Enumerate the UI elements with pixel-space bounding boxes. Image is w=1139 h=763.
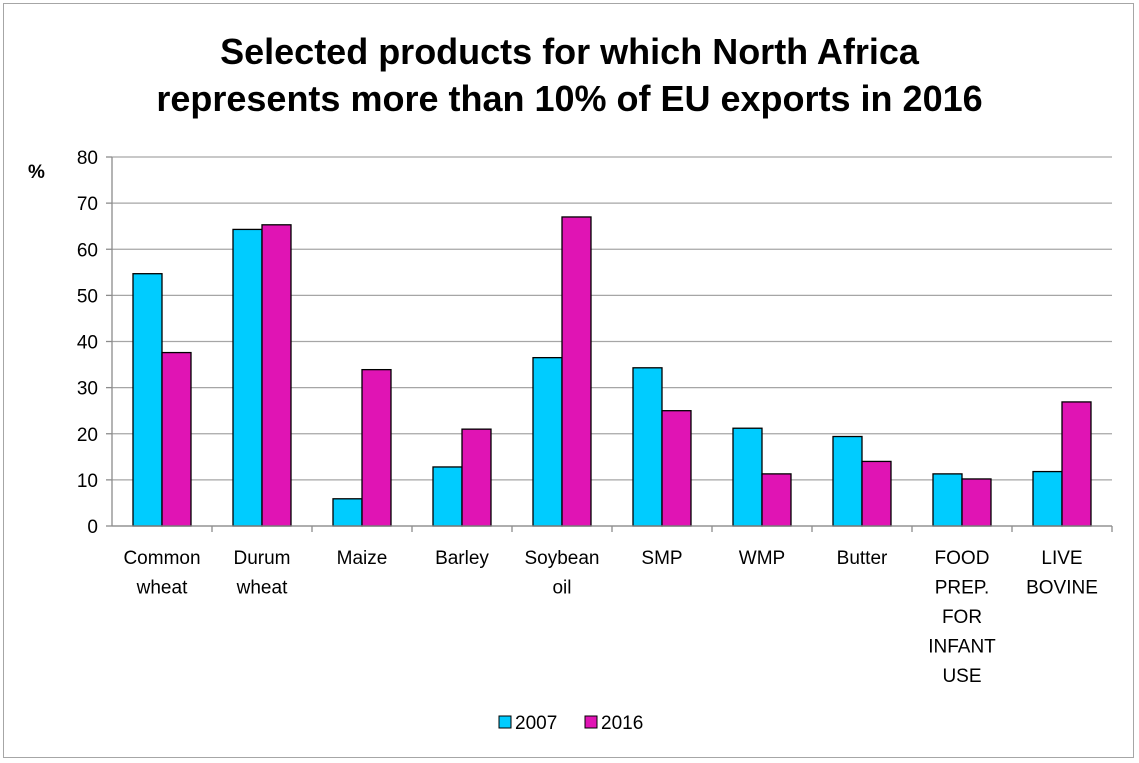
bar-2016 xyxy=(361,368,392,527)
x-tick-label: Common xyxy=(123,548,200,569)
x-tick-label: SMP xyxy=(641,548,682,569)
bar-2016 xyxy=(1061,401,1092,527)
bar-2007 xyxy=(932,473,963,527)
y-tick-label: 10 xyxy=(77,471,98,492)
bar-2016 xyxy=(261,224,292,527)
x-tick-label: INFANT xyxy=(928,637,996,658)
x-tick-label: wheat xyxy=(136,578,188,599)
chart-title: Selected products for which North Africa… xyxy=(0,28,1139,122)
bars xyxy=(132,216,1092,527)
x-tick-label: PREP. xyxy=(935,578,990,599)
x-tick-label: oil xyxy=(552,578,571,599)
y-tick-label: 30 xyxy=(77,379,98,400)
bar-2016 xyxy=(461,428,492,527)
bar-2007 xyxy=(332,498,363,527)
y-tick-label: 0 xyxy=(87,517,98,538)
x-tick-label: Durum xyxy=(233,548,290,569)
bar-2007 xyxy=(232,228,263,527)
x-tick-label: USE xyxy=(942,666,981,687)
y-tick-label: 50 xyxy=(77,286,98,307)
bar-2016 xyxy=(961,478,992,527)
bar-2007 xyxy=(532,356,563,527)
y-tick-label: 80 xyxy=(77,148,98,169)
bar-2016 xyxy=(561,216,592,527)
y-axis: % 0 10 20 30 40 50 60 70 80 xyxy=(28,148,113,538)
y-tick-label: 40 xyxy=(77,333,98,354)
y-tick-label: 60 xyxy=(77,240,98,261)
bar-2016 xyxy=(761,473,792,527)
bar-2007 xyxy=(132,273,163,527)
y-axis-label: % xyxy=(28,162,45,183)
bar-2016 xyxy=(161,351,192,527)
chart-title-line-1: Selected products for which North Africa xyxy=(220,31,919,72)
bar-2007 xyxy=(832,435,863,527)
y-tick-label: 20 xyxy=(77,425,98,446)
bar-2007 xyxy=(732,427,763,527)
x-axis: Common wheat Durum wheat Maize Barley Soybean o… xyxy=(112,525,1113,687)
bar-2016 xyxy=(661,410,692,527)
x-tick-label: wheat xyxy=(236,578,288,599)
bar-2016 xyxy=(861,460,892,527)
bar-2007 xyxy=(1032,470,1063,527)
legend-swatch-2007 xyxy=(498,715,512,729)
x-tick-label: FOOD xyxy=(935,548,990,569)
x-tick-label: FOR xyxy=(942,607,982,628)
bar-2007 xyxy=(632,367,663,527)
x-tick-label: Soybean xyxy=(524,548,599,569)
legend-label-2016: 2016 xyxy=(601,713,643,734)
bar-2007 xyxy=(432,466,463,527)
x-tick-label: BOVINE xyxy=(1026,578,1098,599)
x-tick-label: Maize xyxy=(337,548,388,569)
chart-title-line-2: represents more than 10% of EU exports i… xyxy=(156,78,983,119)
x-tick-label: LIVE xyxy=(1041,548,1082,569)
y-tick-label: 70 xyxy=(77,194,98,215)
legend-label-2007: 2007 xyxy=(515,713,557,734)
x-tick-label: Barley xyxy=(435,548,489,569)
x-tick-label: WMP xyxy=(739,548,785,569)
legend: 2007 2016 xyxy=(498,713,643,734)
x-tick-label: Butter xyxy=(837,548,888,569)
legend-swatch-2016 xyxy=(584,715,598,729)
